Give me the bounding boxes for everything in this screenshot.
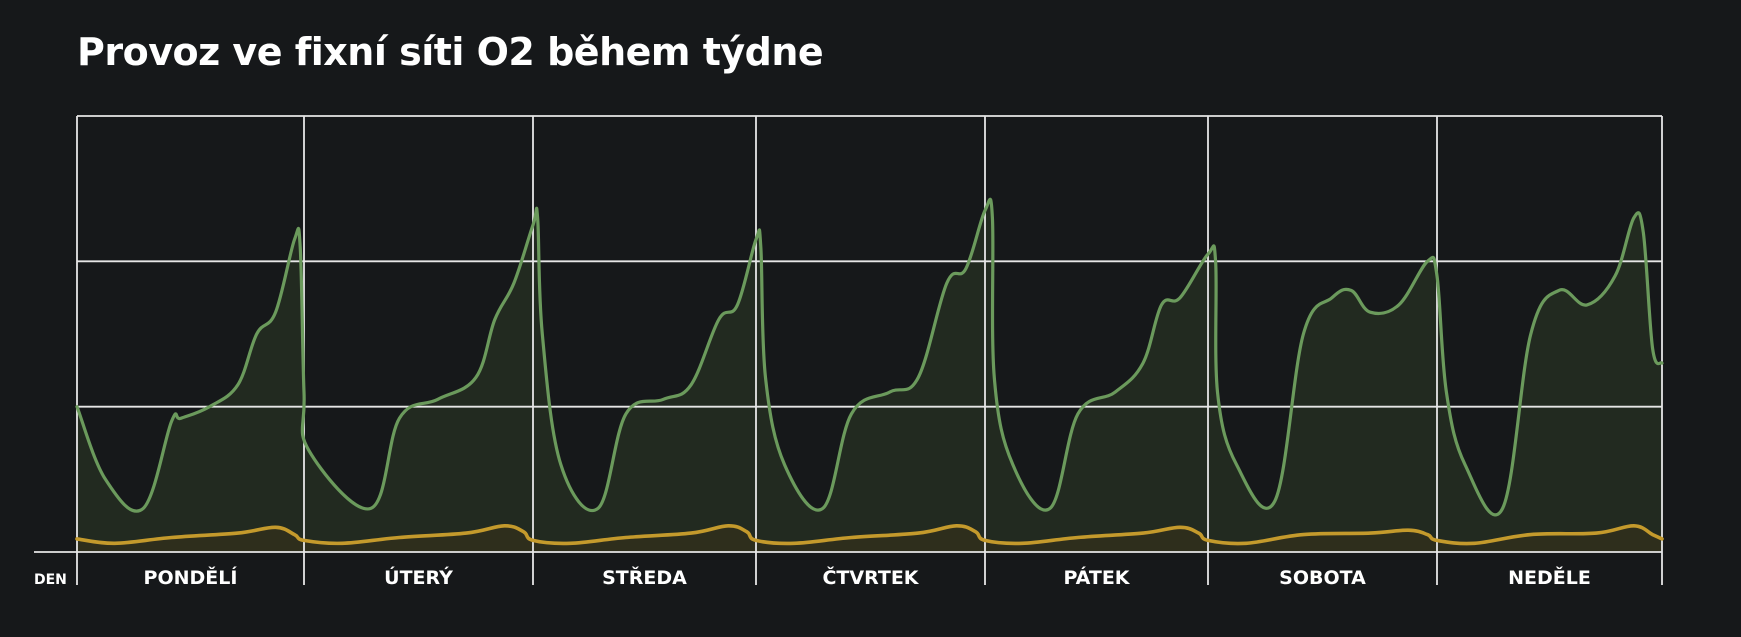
x-tick-label: NEDĚLE [1508, 566, 1591, 589]
x-tick-label: SOBOTA [1279, 567, 1366, 589]
x-tick-label: PONDĚLÍ [144, 566, 238, 589]
x-tick-label: STŘEDA [602, 566, 687, 589]
chart-title: Provoz ve fixní síti O2 během týdne [77, 30, 824, 74]
x-tick-label: ČTVRTEK [822, 565, 919, 589]
series-1-area [77, 199, 1662, 552]
chart-grid [34, 115, 1663, 585]
x-axis-title: DEN [34, 572, 67, 588]
chart-labels: DEN PONDĚLÍ ÚTERÝ STŘEDA ČTVRTEK PÁTEK SOBOTA N… [34, 565, 1591, 589]
x-tick-label: PÁTEK [1063, 566, 1130, 589]
series-1-line [75, 197, 1664, 517]
x-tick-label: ÚTERÝ [384, 565, 453, 589]
chart-lines [75, 197, 1664, 546]
series-2-line [75, 523, 1664, 546]
chart-areas [77, 199, 1662, 552]
